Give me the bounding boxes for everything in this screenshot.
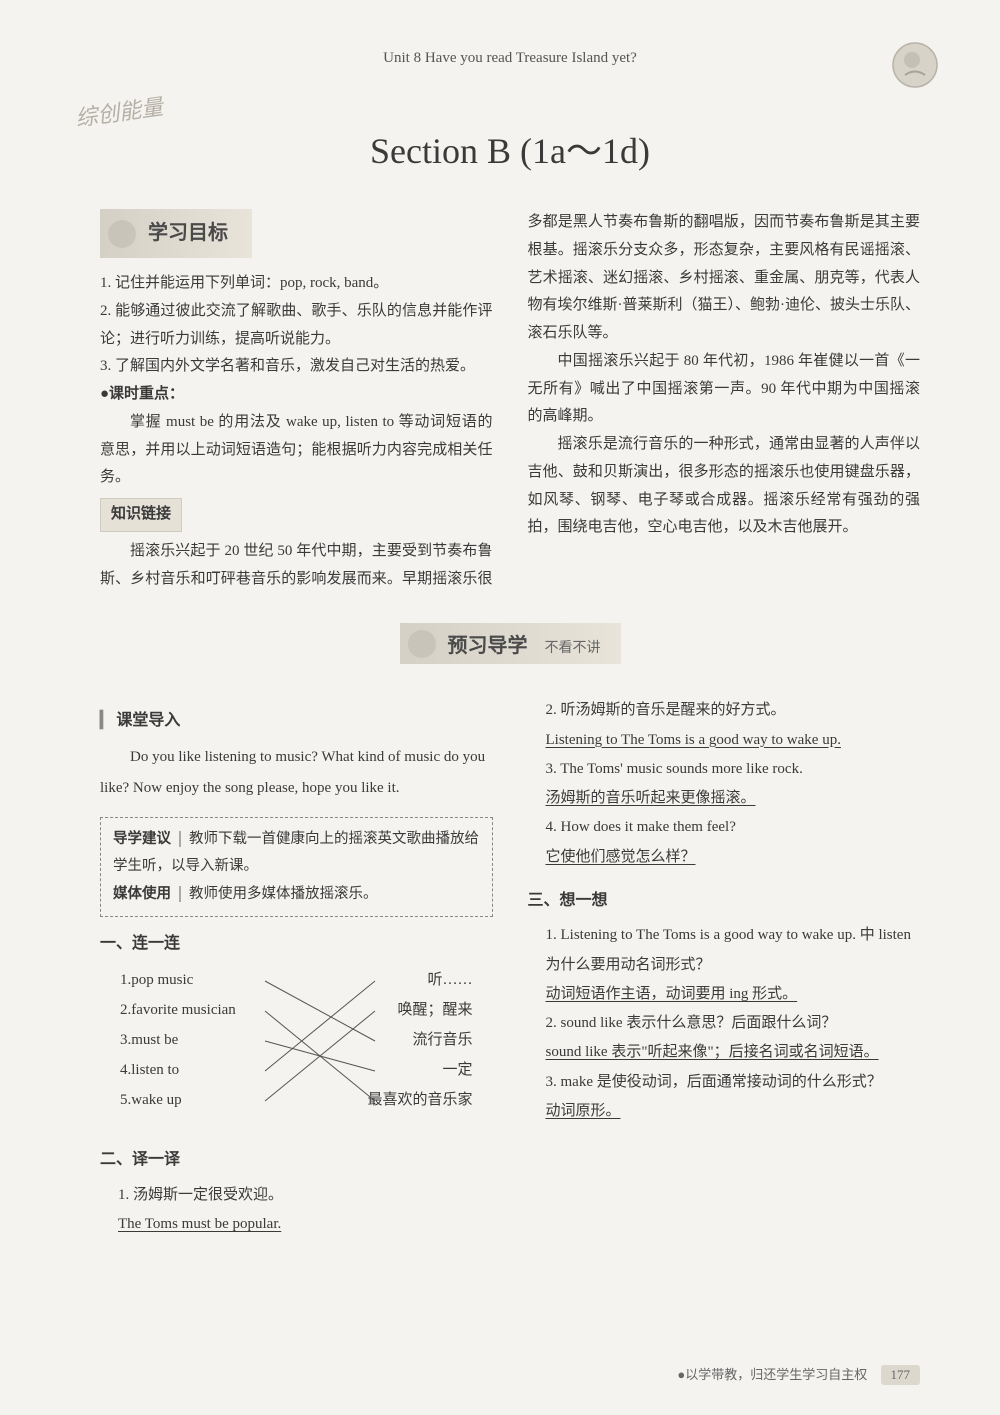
match-right-col: 听……唤醒；醒来流行音乐一定最喜欢的音乐家 <box>367 965 472 1115</box>
left-column: 课堂导入 Do you like listening to music? Wha… <box>100 696 493 1239</box>
knowledge-p3: 摇滚乐是流行音乐的一种形式，通常由显著的人声伴以吉他、鼓和贝斯演出，很多形态的摇… <box>528 431 921 542</box>
ex2-q4: 4. How does it make them feel? <box>546 813 921 842</box>
ex3-heading: 三、想一想 <box>528 886 921 916</box>
section-title: Section B (1a～1d) <box>100 122 920 174</box>
ex2-continued: 2. 听汤姆斯的音乐是醒来的好方式。 Listening to The Toms… <box>528 696 921 872</box>
preview-banner-sub: 不看不讲 <box>545 641 601 656</box>
suggestion-label-2: 媒体使用 <box>113 886 181 902</box>
unit-header: Unit 8 Have you read Treasure Island yet… <box>100 50 920 67</box>
ex3-a1: 动词短语作主语，动词要用 ing 形式。 <box>546 980 921 1009</box>
page-footer: ●以学带教，归还学生学习自主权 177 <box>677 1364 920 1385</box>
suggestion-box: 导学建议教师下载一首健康向上的摇滚英文歌曲播放给学生听，以导入新课。 媒体使用教… <box>100 817 493 918</box>
knowledge-p2: 中国摇滚乐兴起于 80 年代初，1986 年崔健以一首《一无所有》喊出了中国摇滚… <box>528 348 921 431</box>
ex2-item-1: 1. 汤姆斯一定很受欢迎。 The Toms must be popular. <box>100 1181 493 1240</box>
focus-label: ●课时重点： <box>100 381 493 409</box>
right-column: 2. 听汤姆斯的音乐是醒来的好方式。 Listening to The Toms… <box>528 696 921 1239</box>
class-intro-label: 课堂导入 <box>100 706 493 736</box>
suggestion-label-1: 导学建议 <box>113 831 181 847</box>
corner-decoration-icon <box>890 40 940 90</box>
ex2-q2: 2. 听汤姆斯的音乐是醒来的好方式。 <box>546 696 921 725</box>
suggestion-row-1: 导学建议教师下载一首健康向上的摇滚英文歌曲播放给学生听，以导入新课。 <box>113 826 480 881</box>
match-left-item: 3.must be <box>120 1025 236 1055</box>
ex2-heading: 二、译一译 <box>100 1145 493 1175</box>
ex2-q1: 1. 汤姆斯一定很受欢迎。 <box>118 1181 493 1210</box>
match-right-item: 唤醒；醒来 <box>367 995 472 1025</box>
ex3-q2: 2. sound like 表示什么意思？后面跟什么词？ <box>546 1009 921 1038</box>
ex2-a2: Listening to The Toms is a good way to w… <box>546 726 921 755</box>
objective-3: 3. 了解国内外文学名著和音乐，激发自己对生活的热爱。 <box>100 353 493 381</box>
class-intro-text: Do you like listening to music? What kin… <box>100 742 493 805</box>
ex3-list: 1. Listening to The Toms is a good way t… <box>528 921 921 1126</box>
ex2-q3: 3. The Toms' music sounds more like rock… <box>546 755 921 784</box>
focus-text: 掌握 must be 的用法及 wake up, listen to 等动词短语… <box>100 409 493 492</box>
match-left-item: 1.pop music <box>120 965 236 995</box>
page-number: 177 <box>881 1365 921 1385</box>
ex2-a1: The Toms must be popular. <box>118 1210 493 1239</box>
match-left-item: 5.wake up <box>120 1085 236 1115</box>
preview-banner-text: 预习导学 <box>448 635 528 657</box>
knowledge-link-heading: 知识链接 <box>100 498 182 532</box>
suggestion-row-2: 媒体使用教师使用多媒体播放摇滚乐。 <box>113 881 480 909</box>
preview-banner-wrap: 预习导学 不看不讲 <box>100 623 920 676</box>
ex2-a3: 汤姆斯的音乐听起来更像摇滚。 <box>546 784 921 813</box>
match-left-col: 1.pop music2.favorite musician3.must be4… <box>120 965 236 1115</box>
match-exercise: 1.pop music2.favorite musician3.must be4… <box>100 965 493 1135</box>
objective-1: 1. 记住并能运用下列单词：pop, rock, band。 <box>100 270 493 298</box>
upper-content: 学习目标 1. 记住并能运用下列单词：pop, rock, band。 2. 能… <box>100 209 920 593</box>
match-right-item: 一定 <box>367 1055 472 1085</box>
preview-banner: 预习导学 不看不讲 <box>400 623 621 664</box>
ex1-heading: 一、连一连 <box>100 929 493 959</box>
match-left-item: 2.favorite musician <box>120 995 236 1025</box>
ex3-a3: 动词原形。 <box>546 1097 921 1126</box>
ex2-a4: 它使他们感觉怎么样？ <box>546 843 921 872</box>
objective-2: 2. 能够通过彼此交流了解歌曲、歌手、乐队的信息并能作评论；进行听力训练，提高听… <box>100 298 493 354</box>
match-left-item: 4.listen to <box>120 1055 236 1085</box>
lower-content: 课堂导入 Do you like listening to music? Wha… <box>100 696 920 1239</box>
ex3-a2: sound like 表示"听起来像"；后接名词或名词短语。 <box>546 1038 921 1067</box>
footer-text: ●以学带教，归还学生学习自主权 <box>677 1367 867 1382</box>
ex3-q3: 3. make 是使役动词，后面通常接动词的什么形式？ <box>546 1068 921 1097</box>
match-right-item: 听…… <box>367 965 472 995</box>
objectives-banner: 学习目标 <box>100 209 252 258</box>
match-right-item: 最喜欢的音乐家 <box>367 1085 472 1115</box>
ex3-q1: 1. Listening to The Toms is a good way t… <box>546 921 921 980</box>
match-right-item: 流行音乐 <box>367 1025 472 1055</box>
suggestion-text-2: 教师使用多媒体播放摇滚乐。 <box>189 886 378 902</box>
